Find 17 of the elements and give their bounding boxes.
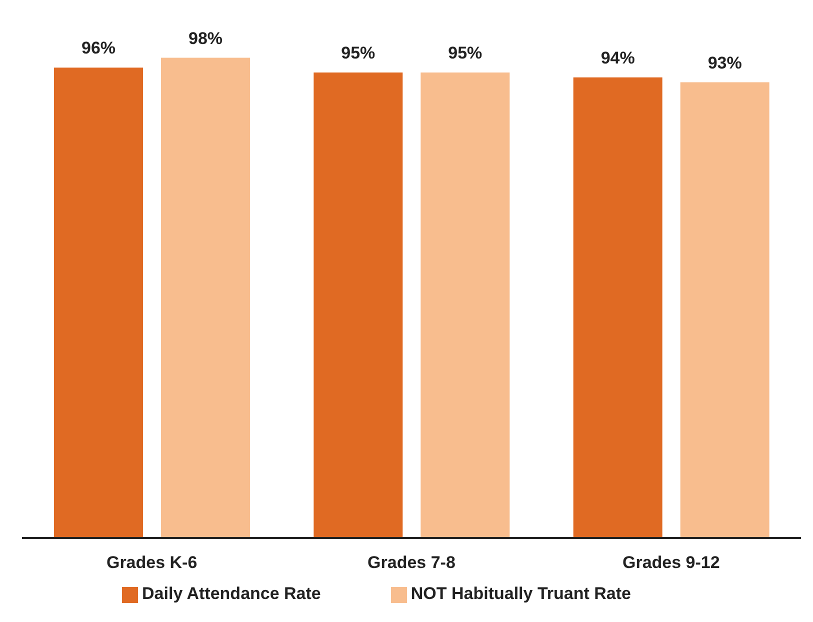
x-tick-label: Grades 7-8 <box>368 553 456 572</box>
data-label: 98% <box>188 28 223 48</box>
legend-label: NOT Habitually Truant Rate <box>410 584 631 603</box>
bar <box>680 82 770 538</box>
x-tick-label: Grades 9-12 <box>622 553 720 572</box>
data-label: 95% <box>448 44 482 62</box>
data-label: 96% <box>81 38 116 58</box>
bar <box>573 77 662 538</box>
bar <box>314 72 403 538</box>
x-tick-label: Grades K-6 <box>106 553 198 572</box>
bar <box>161 58 250 538</box>
legend-label: Daily Attendance Rate <box>142 584 321 603</box>
data-label: 95% <box>341 44 376 62</box>
data-label: 94% <box>600 48 635 68</box>
data-label: 93% <box>708 53 742 72</box>
bar <box>420 72 510 538</box>
bar <box>54 68 143 538</box>
